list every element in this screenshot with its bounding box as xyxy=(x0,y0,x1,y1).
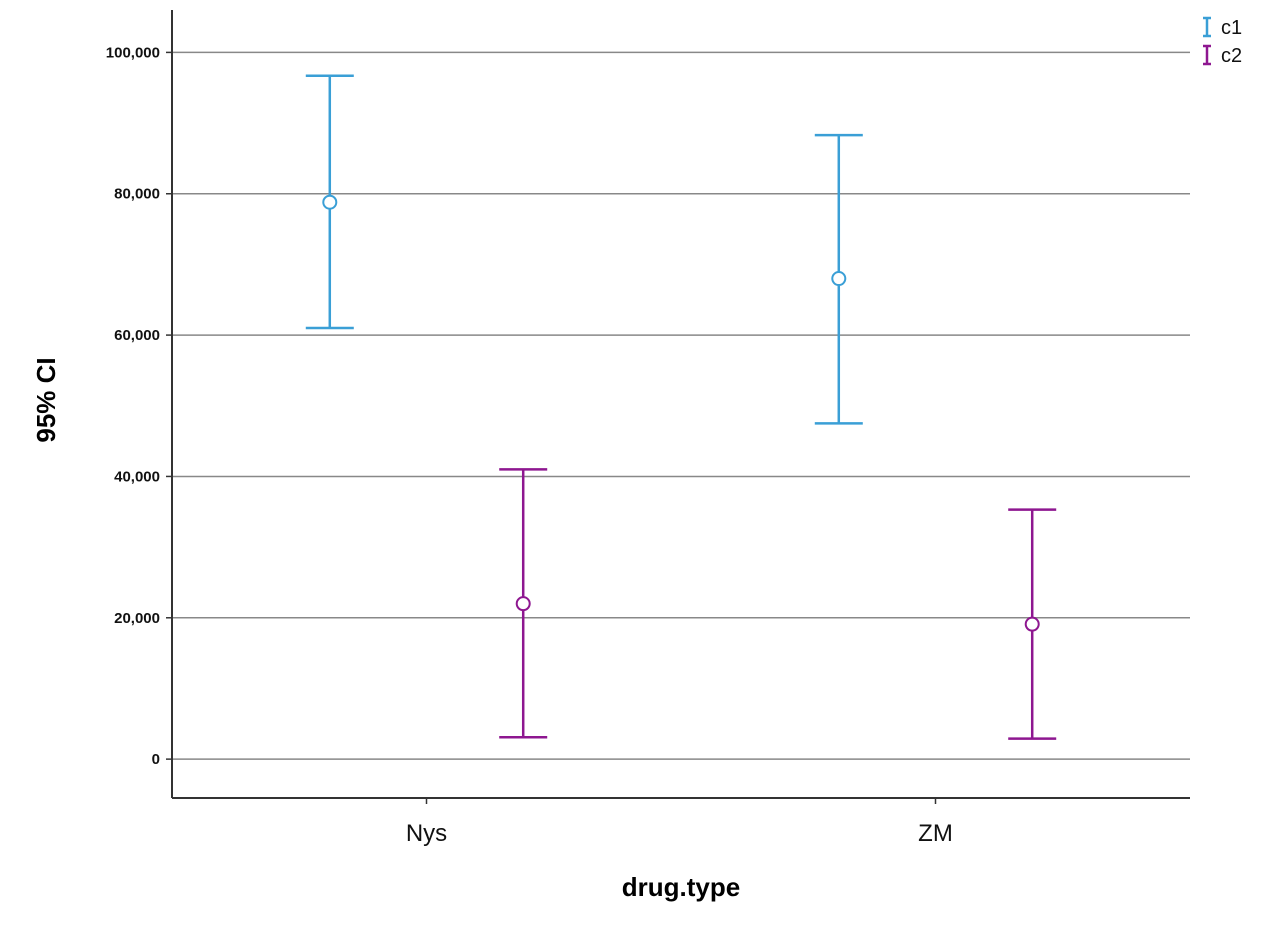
legend-label: c1 xyxy=(1221,17,1242,39)
mean-marker xyxy=(322,194,338,210)
legend-errorbar-icon xyxy=(1203,16,1211,38)
x-tick-labels: Nys ZM xyxy=(406,798,953,847)
y-tick-label: 40,000 xyxy=(114,468,160,485)
y-tick-label: 60,000 xyxy=(114,327,160,344)
y-tick-labels: 0 20,000 40,000 60,000 80,000 100,000 xyxy=(106,44,160,768)
series-c2 xyxy=(499,468,1057,740)
x-tick-label: Nys xyxy=(406,820,447,847)
mean-marker xyxy=(1024,616,1040,632)
series-c1 xyxy=(305,74,863,425)
y-tick-label: 100,000 xyxy=(106,44,160,61)
legend-label: c2 xyxy=(1221,45,1242,67)
y-tick-label: 20,000 xyxy=(114,610,160,627)
y-axis-title: 95% CI xyxy=(31,357,61,442)
y-tick-label: 80,000 xyxy=(114,186,160,203)
y-tick-label: 0 xyxy=(152,751,160,768)
mean-marker xyxy=(515,596,531,612)
x-axis-title: drug.type xyxy=(622,872,740,902)
x-tick-label: ZM xyxy=(918,820,953,847)
legend-errorbar-icon xyxy=(1203,44,1211,66)
gridlines xyxy=(166,51,1190,760)
error-bars xyxy=(305,74,1057,740)
axes xyxy=(171,10,1190,799)
mean-marker xyxy=(831,271,847,287)
